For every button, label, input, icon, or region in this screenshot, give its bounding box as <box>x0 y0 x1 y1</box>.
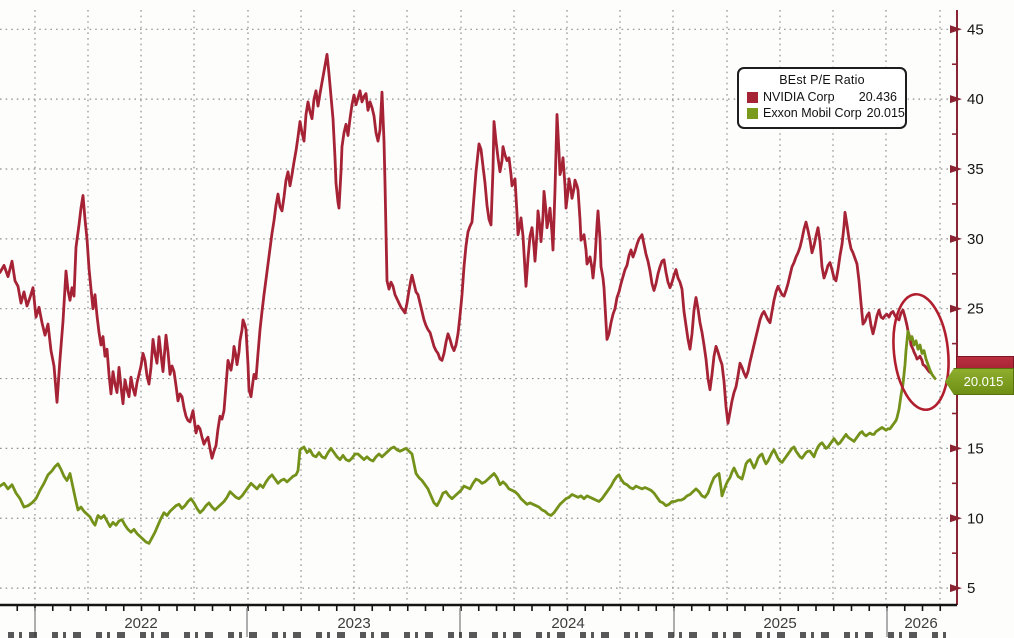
exxon-line <box>0 329 937 545</box>
y-tick-label: 5 <box>967 580 975 597</box>
highlight-ellipse-annotation <box>892 292 950 412</box>
exxon-series-label: Exxon Mobil Corp <box>763 106 862 120</box>
y-tick-label: 30 <box>967 231 984 248</box>
exxon-series-swatch <box>747 107 758 119</box>
y-tick-label: 10 <box>967 510 984 527</box>
nvidia-series-label: NVIDIA Corp <box>763 90 835 104</box>
year-label: 2025 <box>763 615 796 632</box>
y-tick-arrow <box>950 165 962 173</box>
y-tick-label: 40 <box>967 91 984 108</box>
legend-title: BEst P/E Ratio <box>779 73 865 87</box>
year-label: 2026 <box>904 615 937 632</box>
y-tick-arrow <box>950 234 962 243</box>
nvidia-series-value: 20.436 <box>858 90 897 104</box>
exxon-last-price-text: 20.015 <box>963 374 1004 389</box>
legend-row-exxon: Exxon Mobil Corp 20.015 <box>747 105 905 121</box>
y-tick-arrow <box>950 304 962 313</box>
legend-box: BEst P/E Ratio NVIDIA Corp 20.436 Exxon … <box>737 67 907 129</box>
exxon-last-price-tag: 20.015 <box>945 368 1014 395</box>
y-tick-arrow <box>950 584 962 593</box>
exxon-series-value: 20.015 <box>866 106 905 120</box>
year-label: 2024 <box>551 615 584 632</box>
nvidia-line <box>0 53 933 460</box>
clipped-footer-text <box>8 632 948 638</box>
y-tick-arrow <box>950 25 962 34</box>
y-tick-label: 45 <box>967 21 984 38</box>
y-tick-label: 15 <box>967 440 984 457</box>
y-tick-label: 35 <box>967 161 984 178</box>
y-tick-arrow <box>950 95 962 104</box>
y-tick-arrow <box>950 444 962 453</box>
year-label: 2023 <box>337 615 370 632</box>
nvidia-series-swatch <box>747 91 758 103</box>
y-tick-label: 25 <box>967 301 984 318</box>
y-tick-arrow <box>950 514 962 523</box>
legend-row-nvidia: NVIDIA Corp 20.436 <box>747 89 897 105</box>
year-label: 2022 <box>124 615 157 632</box>
